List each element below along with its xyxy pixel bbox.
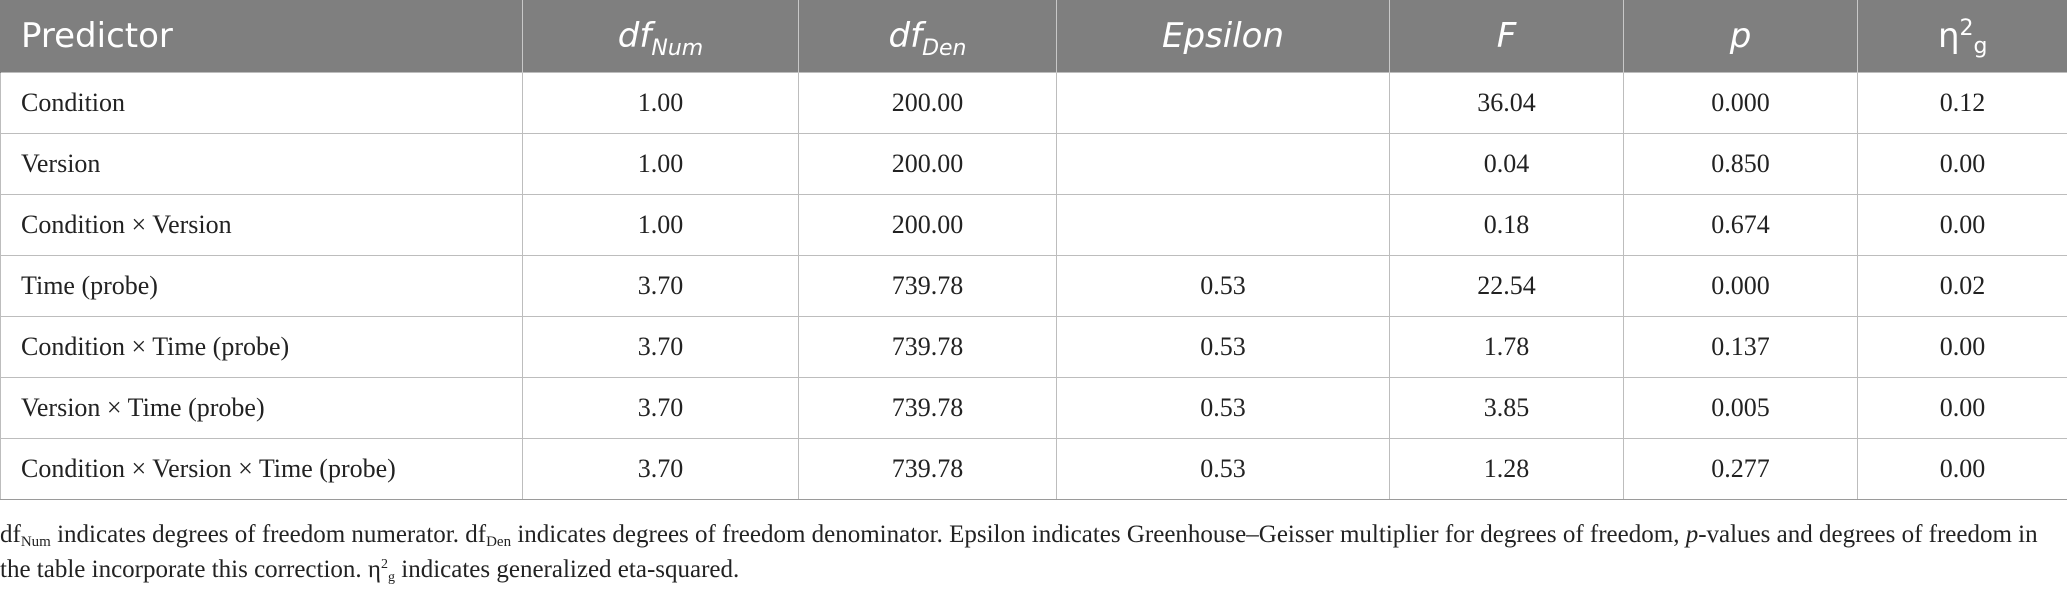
table-row: Condition 1.00 200.00 36.04 0.000 0.12 [0, 72, 2067, 134]
table-row: Version 1.00 200.00 0.04 0.850 0.00 [0, 133, 2067, 195]
footnote-eta-base: η [367, 556, 381, 583]
footnote-text-2: indicates degrees of freedom denominator… [511, 521, 1686, 548]
cell-epsilon [1056, 133, 1390, 195]
table-footnote: dfNum indicates degrees of freedom numer… [0, 517, 2060, 587]
header-f: F [1389, 0, 1624, 73]
header-df-num-base: df [617, 16, 652, 56]
cell-df-den: 739.78 [798, 316, 1057, 378]
cell-df-num: 1.00 [522, 133, 799, 195]
cell-eta: 0.00 [1857, 316, 2067, 378]
cell-f: 3.85 [1389, 377, 1624, 439]
table-row: Time (probe) 3.70 739.78 0.53 22.54 0.00… [0, 255, 2067, 317]
cell-df-num: 3.70 [522, 316, 799, 378]
cell-epsilon: 0.53 [1056, 438, 1390, 500]
footnote-eta-sup: 2 [381, 557, 388, 572]
header-epsilon-label: Epsilon [1161, 16, 1285, 56]
footnote-p-italic: p [1685, 521, 1699, 548]
header-p-label: p [1729, 16, 1752, 56]
cell-p: 0.000 [1623, 72, 1858, 134]
cell-eta: 0.12 [1857, 72, 2067, 134]
header-predictor: Predictor [0, 0, 523, 73]
footnote-df-num-sub: Num [20, 534, 51, 550]
footnote-text-1: indicates degrees of freedom numerator. [50, 521, 466, 548]
header-row: Predictor dfNum dfDen Epsilon F p [0, 0, 2067, 73]
footnote-text-3: -values and degrees of freedom in the ta… [0, 521, 2038, 583]
cell-predictor: Condition × Version [0, 194, 523, 256]
cell-df-den: 200.00 [798, 133, 1057, 195]
cell-predictor: Condition [0, 72, 523, 134]
cell-df-num: 3.70 [522, 255, 799, 317]
cell-df-den: 200.00 [798, 194, 1057, 256]
cell-epsilon [1056, 72, 1390, 134]
cell-p: 0.850 [1623, 133, 1858, 195]
cell-df-den: 200.00 [798, 72, 1057, 134]
table-row: Version × Time (probe) 3.70 739.78 0.53 … [0, 377, 2067, 439]
header-eta: η2g [1857, 0, 2067, 73]
cell-epsilon: 0.53 [1056, 255, 1390, 317]
header-df-num: dfNum [522, 0, 799, 73]
cell-predictor: Condition × Version × Time (probe) [0, 438, 523, 500]
cell-df-den: 739.78 [798, 438, 1057, 500]
header-p: p [1623, 0, 1858, 73]
cell-predictor: Time (probe) [0, 255, 523, 317]
footnote-eta-sub: g [388, 570, 395, 585]
cell-f: 36.04 [1389, 72, 1624, 134]
cell-eta: 0.00 [1857, 133, 2067, 195]
header-df-num-sub: Num [651, 36, 704, 61]
header-eta-sub: g [1973, 34, 1988, 59]
cell-p: 0.137 [1623, 316, 1858, 378]
cell-f: 1.28 [1389, 438, 1624, 500]
table-row: Condition × Version × Time (probe) 3.70 … [0, 438, 2067, 500]
header-f-label: F [1496, 16, 1517, 56]
cell-p: 0.000 [1623, 255, 1858, 317]
footnote-df-den-sub: Den [486, 534, 512, 550]
cell-eta: 0.00 [1857, 194, 2067, 256]
cell-f: 22.54 [1389, 255, 1624, 317]
cell-df-den: 739.78 [798, 377, 1057, 439]
cell-df-num: 1.00 [522, 72, 799, 134]
header-epsilon: Epsilon [1056, 0, 1390, 73]
cell-f: 0.18 [1389, 194, 1624, 256]
cell-predictor: Version [0, 133, 523, 195]
header-predictor-label: Predictor [21, 16, 173, 56]
cell-eta: 0.00 [1857, 377, 2067, 439]
cell-df-num: 3.70 [522, 438, 799, 500]
cell-eta: 0.00 [1857, 438, 2067, 500]
footnote-df-den-base: df [465, 521, 487, 548]
cell-epsilon [1056, 194, 1390, 256]
anova-table: Predictor dfNum dfDen Epsilon F p [0, 0, 2067, 500]
cell-f: 1.78 [1389, 316, 1624, 378]
table-row: Condition × Time (probe) 3.70 739.78 0.5… [0, 316, 2067, 378]
cell-p: 0.005 [1623, 377, 1858, 439]
footnote-text-4: indicates generalized eta-squared. [395, 556, 740, 583]
cell-epsilon: 0.53 [1056, 316, 1390, 378]
cell-epsilon: 0.53 [1056, 377, 1390, 439]
cell-predictor: Condition × Time (probe) [0, 316, 523, 378]
header-eta-base: η [1937, 16, 1960, 56]
cell-predictor: Version × Time (probe) [0, 377, 523, 439]
cell-eta: 0.02 [1857, 255, 2067, 317]
header-eta-sup: 2 [1959, 16, 1974, 41]
anova-table-container: Predictor dfNum dfDen Epsilon F p [0, 0, 2067, 500]
table-row: Condition × Version 1.00 200.00 0.18 0.6… [0, 194, 2067, 256]
cell-df-num: 1.00 [522, 194, 799, 256]
footnote-df-num-base: df [0, 521, 21, 548]
cell-df-num: 3.70 [522, 377, 799, 439]
cell-df-den: 739.78 [798, 255, 1057, 317]
cell-p: 0.277 [1623, 438, 1858, 500]
header-df-den-sub: Den [922, 36, 967, 61]
cell-p: 0.674 [1623, 194, 1858, 256]
header-df-den: dfDen [798, 0, 1057, 73]
header-df-den-base: df [888, 16, 923, 56]
cell-f: 0.04 [1389, 133, 1624, 195]
